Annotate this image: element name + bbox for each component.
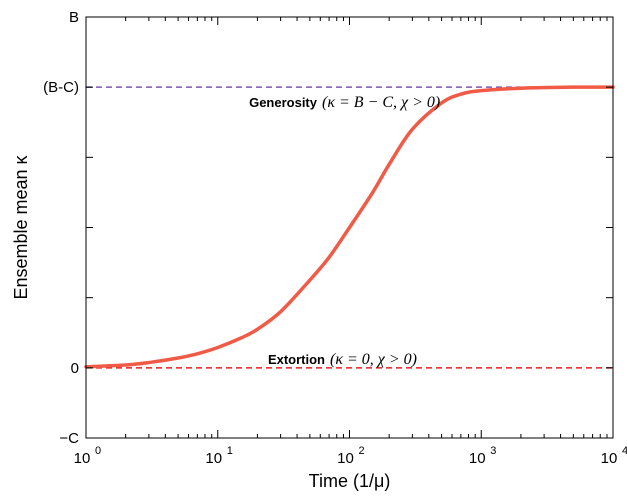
annotation-generosity-label: Generosity: [249, 95, 318, 110]
y-tick-label: B: [69, 9, 79, 26]
x-tick-label-exponent: 0: [95, 445, 101, 457]
annotation-extortion: Extortion (κ = 0, χ > 0): [268, 351, 417, 368]
x-tick-label: 10: [469, 450, 486, 467]
y-tick-label: (B-C): [43, 79, 79, 96]
x-tick-label-exponent: 3: [490, 445, 496, 457]
x-tick-label-exponent: 2: [359, 445, 365, 457]
x-tick-label: 10: [205, 450, 222, 467]
x-tick-label: 10: [601, 450, 618, 467]
x-tick-label: 10: [74, 450, 91, 467]
annotation-extortion-label: Extortion: [268, 352, 325, 367]
annotation-extortion-math: (κ = 0, χ > 0): [330, 351, 417, 368]
x-tick-label-exponent: 1: [227, 445, 233, 457]
x-axis-label: Time (1/μ): [309, 471, 391, 491]
annotation-generosity: Generosity (κ = B − C, χ > 0): [249, 94, 440, 111]
y-tick-label: 0: [71, 360, 79, 377]
y-tick-label: −C: [59, 430, 79, 447]
y-axis-label: Ensemble mean κ: [11, 154, 31, 299]
series-line-0: [84, 85, 615, 369]
annotation-generosity-math: (κ = B − C, χ > 0): [322, 94, 440, 111]
x-tick-label-exponent: 4: [622, 445, 627, 457]
x-tick-label: 10: [337, 450, 354, 467]
